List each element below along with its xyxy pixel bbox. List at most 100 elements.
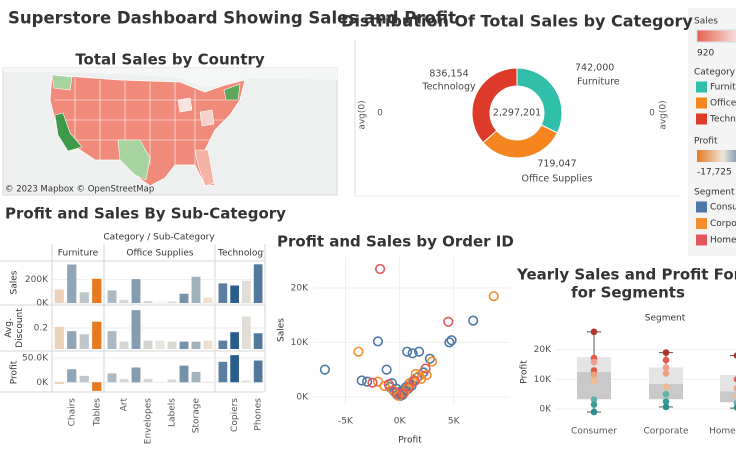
dashboard-title: Superstore Dashboard Showing Sales and P…: [8, 9, 456, 28]
map-attribution: © 2023 Mapbox © OpenStreetMap: [5, 185, 154, 195]
scatter-point: [362, 376, 373, 387]
box-point: [662, 383, 670, 391]
x-tick-label: -5K: [338, 417, 354, 427]
bar: [79, 292, 89, 303]
scatter-point: [420, 363, 431, 374]
box-point: [733, 376, 736, 383]
y-axis-title: Sales: [277, 318, 287, 342]
x-tick-label: 0K: [394, 417, 407, 427]
bar: [92, 278, 102, 303]
y-tick-label: 10K: [291, 338, 309, 348]
x-axis-title: Profit: [398, 436, 422, 446]
legend-label: Office Supplies: [710, 99, 736, 109]
bar: [54, 326, 64, 349]
map: [2, 67, 338, 196]
category-label: Office Supplies: [522, 174, 593, 185]
bar: [54, 289, 64, 303]
x-tick-label: Phones: [254, 398, 264, 431]
bar: [67, 331, 77, 349]
legend-label: Technology: [709, 115, 736, 125]
scatter-point: [353, 346, 364, 357]
map-land: [3, 68, 337, 88]
chart-title: for Segments: [571, 284, 685, 302]
bar: [119, 379, 129, 383]
scatter-point: [367, 377, 378, 388]
x-tick-label: Art: [120, 398, 130, 412]
box-point: [590, 358, 598, 366]
map-state: [51, 74, 73, 91]
legend-label: Home Office: [710, 236, 736, 246]
box-point: [590, 328, 598, 336]
bar: [92, 382, 102, 391]
x-tick-label: Consumer: [571, 427, 617, 437]
row-label: Profit: [10, 360, 20, 384]
bar: [253, 360, 263, 383]
chart-title: Profit and Sales By Sub-Category: [5, 205, 286, 223]
box-point: [590, 396, 598, 403]
scatter-point: [468, 315, 479, 326]
y-tick-label: 0K: [539, 405, 552, 415]
box-point: [733, 385, 736, 392]
bar: [131, 367, 141, 383]
legend-title: Segment: [694, 188, 735, 198]
panel-lines: [0, 244, 266, 393]
y-tick-label: 200K: [25, 275, 49, 285]
scatter-point: [426, 356, 438, 367]
color-ramp: [696, 29, 736, 43]
category-label: Furniture: [577, 77, 620, 88]
bar: [230, 285, 239, 303]
x-tick-label: Corporate: [644, 427, 689, 437]
group-header: Technology: [217, 249, 269, 259]
scatter-point: [409, 375, 420, 387]
map-state: [194, 149, 215, 187]
map-state: [223, 83, 241, 101]
axis-title: avg(0): [659, 100, 669, 129]
legend-label: Consumer: [710, 203, 736, 213]
bar: [107, 373, 117, 383]
chart-title: Distribution Of Total Sales by Category: [341, 12, 693, 31]
donut-slice: [471, 67, 518, 144]
scatter-point: [356, 375, 367, 386]
donut-total: 2,297,201: [493, 108, 541, 119]
box-point: [733, 404, 736, 411]
x-tick-label: Chairs: [67, 398, 77, 427]
axis-title: avg(0): [358, 100, 368, 129]
box-point: [590, 401, 598, 408]
y-tick-label: 10K: [534, 375, 552, 385]
y-axis-title: Profit: [520, 360, 530, 384]
map-state: [117, 139, 151, 181]
scatter-point: [372, 336, 384, 347]
scatter-point: [407, 348, 418, 359]
bar: [242, 380, 251, 383]
legend-title: Profit: [694, 137, 718, 147]
box-point: [590, 371, 598, 379]
bar: [119, 299, 129, 303]
scatter-point: [444, 337, 455, 348]
bar: [107, 331, 117, 349]
legend-min: -17,725: [697, 168, 732, 178]
y-tick-label: 0K: [36, 299, 49, 309]
bar: [167, 379, 177, 383]
x-tick-label: 5K: [448, 417, 461, 427]
x-tick-label: Envelopes: [144, 398, 154, 445]
y-tick-label: 50.0K: [22, 353, 49, 363]
bar: [242, 316, 251, 349]
bar: [218, 283, 228, 303]
bar: [107, 290, 117, 303]
legend-title: Sales: [694, 17, 718, 27]
legend-swatch: [696, 81, 707, 93]
x-tick-label: Storage: [192, 398, 202, 434]
map-state: [199, 109, 215, 127]
x-tick-label: Tables: [92, 398, 102, 427]
legend-min: 920: [697, 49, 714, 59]
bar: [143, 378, 153, 383]
bar: [191, 276, 201, 303]
scatter-point: [391, 387, 402, 399]
legend-label: Furniture: [710, 83, 736, 93]
box-upper: [720, 374, 736, 392]
color-ramp: [697, 150, 736, 162]
category-label: Technology: [421, 82, 476, 93]
bar: [230, 332, 239, 349]
bar: [191, 341, 201, 349]
